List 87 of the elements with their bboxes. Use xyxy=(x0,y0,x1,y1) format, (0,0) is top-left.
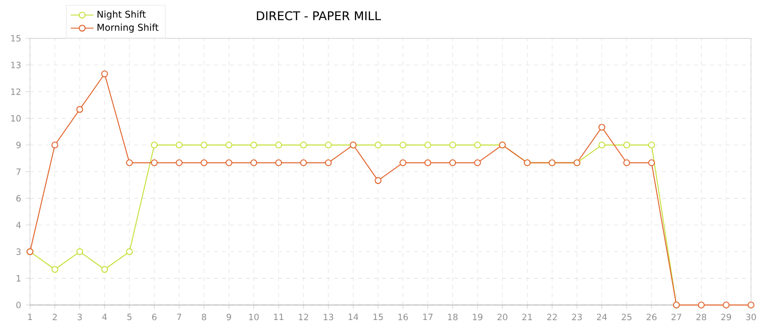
point xyxy=(51,142,58,149)
x-tick-label: 10 xyxy=(249,314,259,320)
x-tick-label: 15 xyxy=(374,314,383,320)
y-tick-label: 3 xyxy=(16,248,21,256)
point xyxy=(126,248,133,256)
point xyxy=(176,142,183,149)
point xyxy=(126,160,133,166)
x-tick-label: 29 xyxy=(721,314,732,320)
y-tick-label: 9 xyxy=(16,142,21,148)
point xyxy=(225,160,232,166)
y-tick-label: 6 xyxy=(16,195,21,202)
y-tick-label: 13 xyxy=(11,62,21,68)
point xyxy=(400,160,406,166)
point xyxy=(101,266,108,273)
point xyxy=(474,142,481,149)
x-tick-label: 16 xyxy=(398,314,408,320)
point xyxy=(623,160,630,166)
point xyxy=(101,70,108,78)
point xyxy=(648,160,655,166)
legend-label: Night Shift xyxy=(98,10,146,20)
x-tick-label: 24 xyxy=(596,314,607,320)
point xyxy=(449,142,456,149)
x-tick-label: 26 xyxy=(646,314,657,320)
chart-title: DIRECT - PAPER MILL xyxy=(256,11,381,20)
point xyxy=(200,160,208,166)
point xyxy=(76,248,84,256)
x-tick-label: 27 xyxy=(672,314,682,320)
x-tick-label: 1 xyxy=(28,314,32,320)
y-tick-label: 1 xyxy=(16,275,20,282)
point xyxy=(623,142,630,149)
x-tick-label: 7 xyxy=(177,314,182,320)
point xyxy=(200,142,208,149)
point xyxy=(250,160,258,166)
x-tick-label: 4 xyxy=(102,314,107,320)
point xyxy=(598,124,606,131)
point xyxy=(648,142,655,149)
x-tick-label: 9 xyxy=(226,314,232,320)
point xyxy=(250,142,258,149)
point xyxy=(374,142,382,149)
x-tick-label: 2 xyxy=(52,314,57,320)
y-tick-label: 7 xyxy=(16,168,21,175)
x-tick-label: 21 xyxy=(522,314,532,320)
point xyxy=(474,160,481,166)
x-tick-label: 30 xyxy=(746,314,756,320)
point xyxy=(324,142,332,149)
x-tick-label: 23 xyxy=(572,314,582,320)
point xyxy=(722,302,730,309)
x-tick-label: 13 xyxy=(324,314,334,320)
point xyxy=(76,106,84,113)
x-tick-label: 3 xyxy=(78,314,82,320)
point xyxy=(275,142,282,149)
point xyxy=(176,160,183,166)
legend-label: Morning Shift xyxy=(98,24,158,33)
x-tick-label: 22 xyxy=(547,314,557,320)
point xyxy=(400,142,406,149)
point xyxy=(300,142,307,149)
point xyxy=(150,160,158,166)
point xyxy=(300,160,307,166)
point xyxy=(598,142,606,149)
x-tick-label: 6 xyxy=(152,314,157,320)
y-tick-label: 12 xyxy=(11,88,20,96)
x-tick-label: 17 xyxy=(423,314,433,320)
y-tick-label: 0 xyxy=(16,302,21,308)
point xyxy=(748,302,754,309)
y-tick-label: 4 xyxy=(16,222,21,228)
x-tick-label: 5 xyxy=(127,314,132,320)
point xyxy=(449,160,456,166)
x-tick-label: 14 xyxy=(348,314,358,320)
point xyxy=(374,177,382,184)
y-tick-label: 15 xyxy=(11,35,21,42)
x-tick-label: 8 xyxy=(202,314,206,320)
y-tick-label: 10 xyxy=(11,115,21,122)
point xyxy=(424,160,432,166)
point xyxy=(275,160,282,166)
x-tick-label: 28 xyxy=(696,314,706,320)
x-tick-label: 12 xyxy=(298,314,308,320)
x-tick-label: 19 xyxy=(472,314,482,320)
point xyxy=(150,142,158,149)
point xyxy=(51,266,58,273)
point xyxy=(324,160,332,166)
point xyxy=(698,302,705,309)
x-tick-label: 18 xyxy=(448,314,458,320)
x-tick-label: 11 xyxy=(274,314,284,320)
point xyxy=(225,142,232,149)
point xyxy=(424,142,432,149)
x-tick-label: 25 xyxy=(622,314,632,320)
x-tick-label: 20 xyxy=(497,314,508,320)
